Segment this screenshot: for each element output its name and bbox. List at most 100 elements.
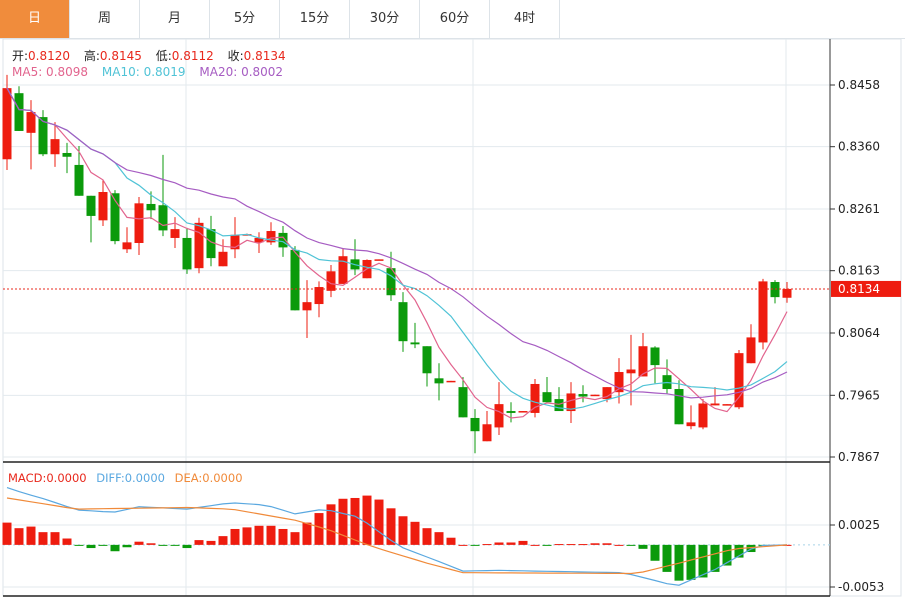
ma10-line <box>6 87 788 410</box>
candle <box>350 239 360 276</box>
candle <box>254 232 264 254</box>
candle <box>26 100 36 170</box>
candle <box>554 387 564 412</box>
candle <box>458 377 468 418</box>
macd-bar <box>86 544 96 549</box>
candle <box>218 239 228 267</box>
candle <box>86 195 96 243</box>
candle <box>530 378 540 418</box>
candle <box>470 409 480 454</box>
tab-0[interactable]: 日 <box>0 0 70 38</box>
candle <box>410 322 420 349</box>
macd-bar <box>326 504 336 545</box>
candle-body <box>578 394 588 397</box>
macd-axis-label: -0.0053 <box>838 580 884 594</box>
candle-body <box>326 271 336 291</box>
candle-body <box>470 417 480 432</box>
price-axis-label: 0.8261 <box>838 202 880 216</box>
macd-axis-label: 0.0025 <box>838 518 880 532</box>
candle <box>2 74 12 170</box>
candle-body <box>218 251 228 267</box>
tab-5[interactable]: 30分 <box>350 0 420 38</box>
price-axis-label: 0.8163 <box>838 264 880 278</box>
macd-bar <box>266 525 276 545</box>
macd-bar <box>314 513 324 545</box>
candle-body <box>782 288 792 298</box>
candle-body <box>482 424 492 442</box>
candle-body <box>98 192 108 221</box>
macd-bar <box>338 498 348 545</box>
macd-bar <box>122 544 132 548</box>
candle-body <box>542 392 552 403</box>
candle-body <box>266 231 276 243</box>
candle <box>422 346 432 387</box>
macd-bar <box>206 540 216 545</box>
candle <box>638 333 648 377</box>
macd-bar <box>482 544 492 546</box>
macd-bar <box>578 544 588 546</box>
dea-value: DEA:0.0000 <box>174 471 243 485</box>
ma20-line <box>6 87 788 399</box>
candle <box>302 280 312 339</box>
tab-2[interactable]: 月 <box>140 0 210 38</box>
candle-body <box>14 93 24 131</box>
macd-bar <box>230 528 240 545</box>
candle <box>698 399 708 430</box>
candle <box>674 380 684 425</box>
candle-body <box>698 403 708 428</box>
candle <box>182 227 192 274</box>
tab-1[interactable]: 周 <box>70 0 140 38</box>
candle <box>374 259 384 261</box>
candle <box>722 404 732 406</box>
candle <box>74 146 84 196</box>
candle <box>338 248 348 284</box>
price-axis-label: 0.7867 <box>838 450 880 464</box>
candle <box>662 359 672 395</box>
candle-body <box>650 347 660 366</box>
candle <box>590 394 600 397</box>
candle <box>266 222 276 245</box>
macd-bar <box>2 522 12 545</box>
macd-bar <box>518 540 528 545</box>
diff-line <box>6 487 788 586</box>
macd-bar <box>590 543 600 545</box>
candle <box>650 346 660 384</box>
candle-body <box>74 164 84 196</box>
low-value: 0.8112 <box>171 49 214 63</box>
macd-info: MACD:0.0000 DIFF:0.0000 DEA:0.0000 <box>8 471 253 485</box>
candle-body <box>206 229 216 259</box>
macd-bar <box>50 532 60 545</box>
candle-body <box>770 282 780 298</box>
macd-bar <box>686 544 696 580</box>
macd-bar <box>62 538 72 545</box>
macd-bar <box>494 542 504 545</box>
candle-body <box>638 346 648 377</box>
candle-body <box>458 387 468 418</box>
macd-bar <box>242 527 252 545</box>
candle-body <box>86 195 96 216</box>
candle <box>494 382 504 435</box>
candle-body <box>374 259 384 261</box>
candle-body <box>434 378 444 384</box>
macd-bar <box>434 532 444 545</box>
macd-bar <box>446 537 456 545</box>
tab-4[interactable]: 15分 <box>280 0 350 38</box>
tab-6[interactable]: 60分 <box>420 0 490 38</box>
candle <box>134 197 144 255</box>
candle-body <box>182 237 192 270</box>
macd-bar <box>386 508 396 545</box>
candle <box>146 191 156 220</box>
candle-body <box>50 139 60 155</box>
candle <box>518 411 528 413</box>
candle <box>734 349 744 410</box>
candle <box>206 215 216 267</box>
macd-bar <box>74 544 84 546</box>
candle-body <box>26 112 36 133</box>
macd-bar <box>662 544 672 572</box>
candle-body <box>614 372 624 393</box>
tab-3[interactable]: 5分 <box>210 0 280 38</box>
tab-7[interactable]: 4时 <box>490 0 560 38</box>
candle-body <box>314 287 324 305</box>
macd-bar <box>734 544 744 558</box>
